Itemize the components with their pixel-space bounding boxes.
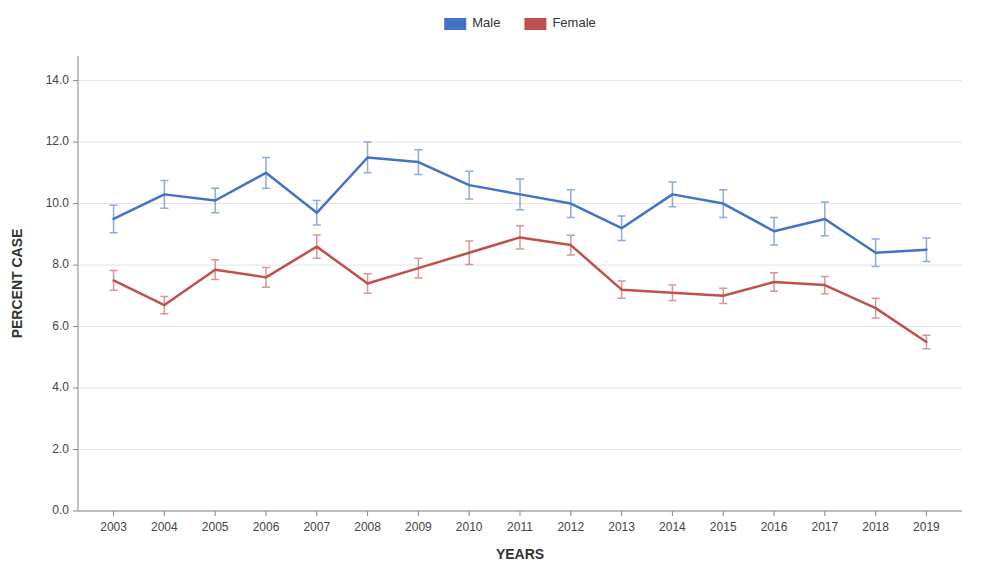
x-tick-label: 2005: [202, 520, 229, 534]
x-tick: [570, 511, 571, 516]
grid-line: [78, 142, 962, 143]
x-tick-label: 2003: [100, 520, 127, 534]
x-tick-label: 2011: [507, 520, 533, 534]
series-line: [114, 237, 927, 342]
y-tick-label: 12.0: [46, 134, 70, 148]
x-tick-label: 2013: [608, 520, 635, 534]
x-tick-label: 2010: [456, 520, 483, 534]
x-tick: [215, 511, 216, 516]
y-tick-label: 0.0: [52, 503, 69, 517]
x-tick: [316, 511, 317, 516]
y-tick: [73, 203, 78, 204]
y-tick: [73, 326, 78, 327]
x-tick: [926, 511, 927, 516]
x-tick: [113, 511, 114, 516]
y-tick-label: 2.0: [52, 442, 69, 456]
x-tick-label: 2017: [811, 520, 838, 534]
y-tick: [73, 80, 78, 81]
x-tick-label: 2016: [761, 520, 788, 534]
grid-line: [78, 326, 962, 327]
series: [110, 226, 931, 349]
grid-line: [78, 449, 962, 450]
x-tick: [418, 511, 419, 516]
x-tick-label: 2019: [913, 520, 940, 534]
y-tick: [73, 511, 78, 512]
x-tick-label: 2015: [710, 520, 737, 534]
x-tick: [672, 511, 673, 516]
x-tick-label: 2006: [253, 520, 280, 534]
grid-line: [78, 265, 962, 266]
x-tick: [723, 511, 724, 516]
x-tick-label: 2007: [303, 520, 330, 534]
y-tick: [73, 142, 78, 143]
x-tick: [265, 511, 266, 516]
grid-line: [78, 511, 962, 512]
y-tick-label: 8.0: [52, 257, 69, 271]
y-tick-label: 10.0: [46, 196, 70, 210]
legend: Male Female: [444, 15, 596, 30]
legend-label: Female: [552, 15, 595, 30]
series: [110, 142, 931, 267]
x-tick-label: 2008: [354, 520, 381, 534]
y-tick-label: 4.0: [52, 380, 69, 394]
x-tick-label: 2012: [557, 520, 584, 534]
x-tick: [824, 511, 825, 516]
y-tick: [73, 265, 78, 266]
plot-data: [110, 142, 931, 349]
legend-swatch: [524, 18, 546, 30]
x-tick-label: 2018: [862, 520, 889, 534]
y-tick: [73, 388, 78, 389]
x-axis-line: [78, 511, 962, 512]
x-tick: [774, 511, 775, 516]
axes: 0.0 2.0 4.0 6.0 8.0 10.0 12.0 14.0 2003 2004 2005 2…: [46, 56, 962, 534]
y-tick: [73, 449, 78, 450]
x-tick: [469, 511, 470, 516]
x-tick-label: 2004: [151, 520, 178, 534]
x-axis-label: YEARS: [496, 546, 544, 562]
y-axis-line: [78, 56, 79, 511]
x-tick: [621, 511, 622, 516]
chart: 0.0 2.0 4.0 6.0 8.0 10.0 12.0 14.0 2003 2004 2005 2…: [0, 0, 986, 575]
x-tick-label: 2014: [659, 520, 686, 534]
y-tick-label: 6.0: [52, 319, 69, 333]
grid: [78, 81, 962, 511]
x-tick: [164, 511, 165, 516]
x-tick-label: 2009: [405, 520, 432, 534]
x-tick: [875, 511, 876, 516]
y-tick-label: 14.0: [46, 73, 70, 87]
grid-line: [78, 80, 962, 81]
y-axis-label: PERCENT CASE: [9, 229, 25, 339]
x-tick: [367, 511, 368, 516]
grid-line: [78, 388, 962, 389]
legend-swatch: [444, 18, 466, 30]
legend-label: Male: [472, 15, 500, 30]
x-tick: [520, 511, 521, 516]
